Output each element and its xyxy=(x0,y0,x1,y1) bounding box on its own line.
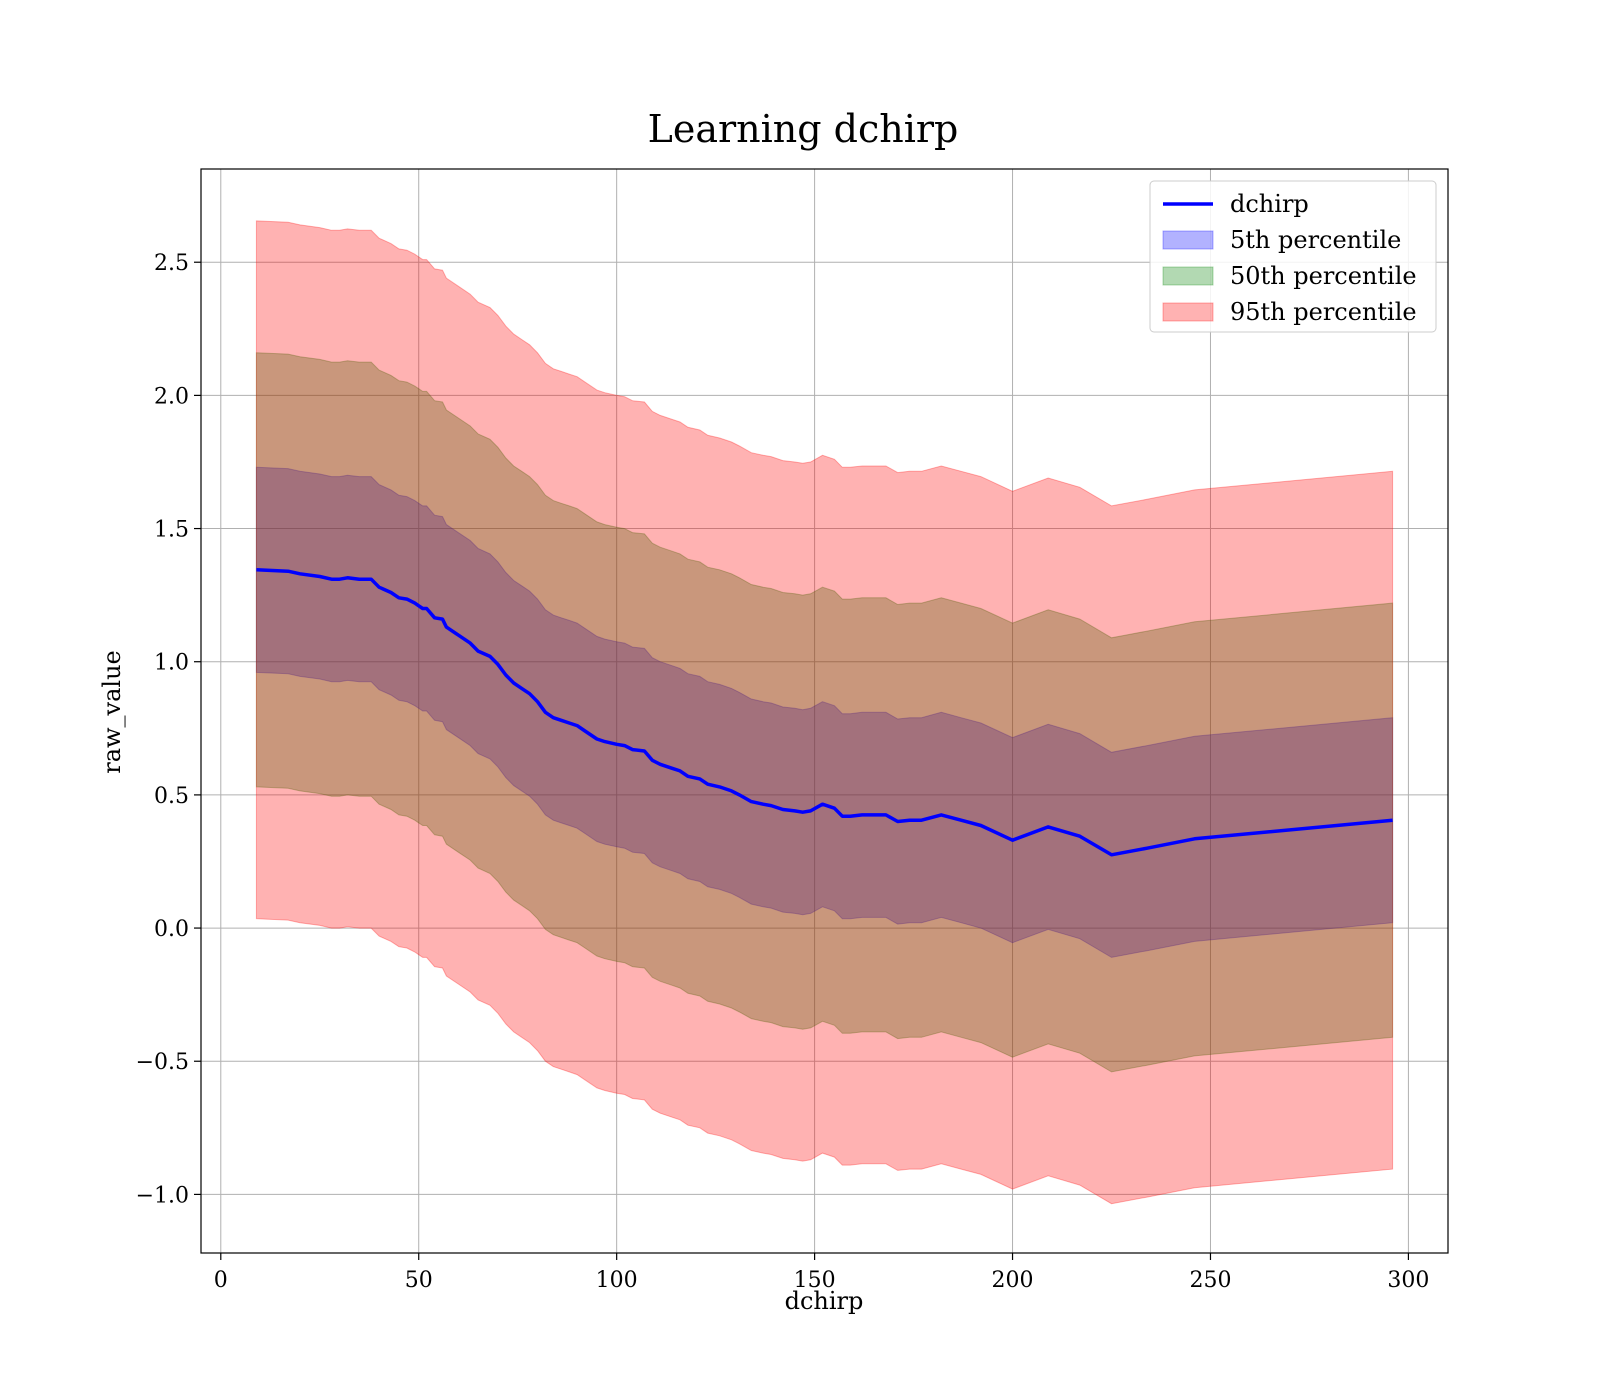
legend-swatch-patch xyxy=(1162,302,1214,322)
y-tick-label: 0.5 xyxy=(154,784,189,809)
y-tick-label: 1.5 xyxy=(154,518,189,543)
y-tick-label: 2.0 xyxy=(154,384,189,409)
y-axis-label: raw_value xyxy=(98,650,126,774)
chart-title: Learning dchirp xyxy=(648,107,959,151)
y-tick-label: −0.5 xyxy=(136,1050,189,1075)
percentile-bands xyxy=(255,220,1394,1205)
series-line-dchirp xyxy=(256,568,1393,857)
legend-swatch-patch xyxy=(1162,230,1214,250)
y-tick-label: 2.5 xyxy=(154,251,189,276)
legend-label: 5th percentile xyxy=(1230,226,1401,254)
legend-label: 95th percentile xyxy=(1230,298,1417,326)
legend: dchirp 5th percentile 50th percentile 95th … xyxy=(1149,180,1437,333)
x-axis-label: dchirp xyxy=(785,1287,864,1315)
band-3 xyxy=(255,220,1394,1205)
x-tick-label: 0 xyxy=(214,1268,228,1293)
legend-box xyxy=(1149,180,1437,333)
series-lines xyxy=(256,568,1393,857)
x-tick-label: 250 xyxy=(1189,1268,1231,1293)
x-tick-label: 50 xyxy=(405,1268,433,1293)
grid xyxy=(201,169,1448,1253)
plot-frame xyxy=(200,168,1449,1254)
x-tick-label: 200 xyxy=(992,1268,1034,1293)
x-tick-label: 150 xyxy=(794,1268,836,1293)
x-axis-ticks: 0 50 100 150 200 250 300 xyxy=(214,1253,1429,1293)
band-1 xyxy=(255,466,1394,958)
band-2 xyxy=(255,352,1394,1073)
y-tick-label: 0.0 xyxy=(154,917,189,942)
y-tick-label: −1.0 xyxy=(136,1183,189,1208)
y-axis-ticks: −1.0 −0.5 0.0 0.5 1.0 1.5 2.0 2.5 xyxy=(136,251,201,1208)
legend-swatch-patch xyxy=(1162,266,1214,286)
x-tick-label: 100 xyxy=(596,1268,638,1293)
y-tick-label: 1.0 xyxy=(154,651,189,676)
x-tick-label: 300 xyxy=(1387,1268,1429,1293)
legend-label: 50th percentile xyxy=(1230,262,1417,290)
legend-label: dchirp xyxy=(1230,190,1309,218)
